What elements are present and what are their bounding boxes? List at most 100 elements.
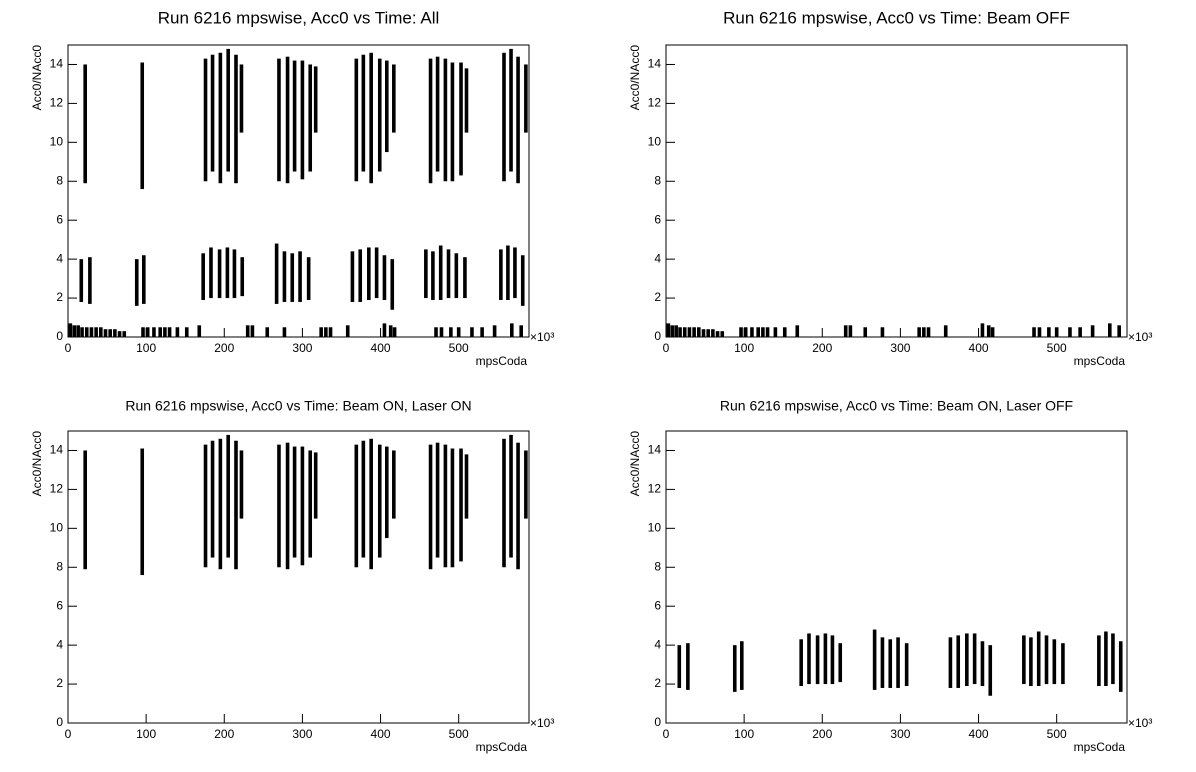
data-streak [674,325,678,337]
data-streak [392,327,397,337]
y-tick-label: 4 [654,251,661,265]
data-streak [113,329,117,337]
y-tick-label: 0 [654,329,661,343]
data-streak [459,62,463,176]
data-streak [308,450,313,558]
data-streak [94,327,98,337]
data-streak [1032,327,1036,337]
data-streak [158,327,162,337]
x-tick-label: 200 [812,727,832,741]
data-streak [300,60,305,180]
data-streak [463,257,467,299]
data-streak [245,325,250,337]
data-streak [197,325,202,337]
data-streak [519,325,523,337]
data-streak [313,452,318,519]
y-tick-label: 6 [56,212,63,226]
data-streak [443,444,448,568]
data-streak [1117,325,1121,337]
data-streak [226,48,230,172]
data-streak [980,323,985,337]
data-streak [1037,327,1042,337]
data-streak [167,327,172,337]
panel-title: Run 6216 mpswise, Acc0 vs Time: Beam OFF [723,8,1070,27]
data-streak [510,323,514,337]
data-streak [1047,327,1051,337]
data-streak [358,249,363,302]
data-streak [152,327,156,337]
data-streak [163,327,167,337]
data-streak [308,64,313,172]
data-streak [141,327,145,337]
data-streak [324,327,328,337]
data-streak [361,54,366,172]
x-tick-label: 100 [136,341,156,355]
x-axis-label: mpsCoda [476,354,528,368]
data-streak [210,440,215,558]
data-streak [209,247,213,299]
data-streak [298,251,302,302]
x-tick-label: 200 [214,727,234,741]
data-streak [464,68,469,133]
data-streak [464,454,469,519]
data-streak [431,251,435,301]
data-streak [926,327,931,337]
y-axis-label: Acc0/NAcc0 [30,45,44,111]
data-streak [1097,635,1101,687]
data-streak [274,243,279,304]
x-tick-label: 200 [812,341,832,355]
y-tick-label: 10 [648,135,662,149]
data-streak [210,54,215,172]
y-tick-label: 12 [50,96,64,110]
data-streak [450,62,455,182]
data-streak [706,329,710,337]
plot-frame [67,44,530,338]
data-streak [313,66,318,133]
data-streak [428,444,433,570]
data-streak [1029,637,1033,687]
data-streak [516,442,520,570]
data-streak [388,325,393,337]
data-streak [277,444,281,568]
data-streak [480,327,484,337]
data-streak [815,635,820,685]
data-streak [948,637,953,688]
data-streak [750,327,754,337]
data-streak [904,643,909,687]
data-streak [354,444,359,568]
data-streak [84,327,89,337]
data-streak [285,442,290,570]
panel: Run 6216 mpswise, Acc0 vs Time: Beam ON,… [30,398,554,754]
data-streak [1044,635,1049,685]
data-streak [80,327,84,337]
data-streak [141,255,146,304]
data-streak [265,327,270,337]
data-streak [880,327,885,337]
data-streak [524,64,528,133]
data-streak [428,58,433,184]
data-streak [980,641,985,687]
data-streak [232,249,237,299]
x-tick-label: 500 [1047,341,1067,355]
y-axis-label: Acc0/NAcc0 [628,45,642,111]
data-streak [384,60,389,153]
data-streak [711,329,715,337]
data-streak [285,56,290,184]
x-tick-label: 300 [890,341,910,355]
y-tick-label: 2 [654,676,661,690]
y-tick-label: 8 [56,559,63,573]
data-streak [382,255,387,301]
x-tick-label: 500 [1047,727,1067,741]
data-streak [367,247,371,301]
panel-title: Run 6216 mpswise, Acc0 vs Time: Beam ON,… [125,398,471,414]
data-streak [678,327,682,337]
y-tick-label: 6 [56,598,63,612]
y-tick-label: 12 [50,482,64,496]
data-streak [1090,325,1095,337]
x-axis-label: mpsCoda [1074,740,1126,754]
data-streak [374,247,379,299]
y-tick-label: 0 [56,715,63,729]
data-streak [250,325,255,337]
data-streak [79,259,84,302]
x-tick-label: 100 [136,727,156,741]
